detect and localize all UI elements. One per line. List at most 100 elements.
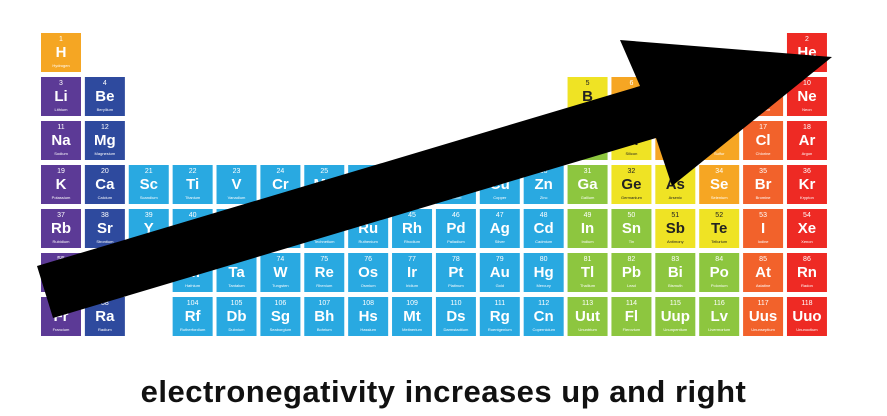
atomic-number: 38 (101, 212, 109, 219)
atomic-number: 36 (803, 168, 811, 175)
element-symbol: Db (227, 308, 247, 325)
element-cell (41, 121, 81, 160)
caption: electronegativity increases up and right (140, 374, 747, 409)
element-cell (611, 209, 652, 248)
element-name: Silver (495, 239, 506, 244)
atomic-number: 80 (540, 256, 548, 263)
element-name: Astatine (756, 283, 771, 288)
element-symbol: Mg (94, 132, 116, 149)
element-cell (567, 165, 608, 204)
element-cell (655, 209, 696, 248)
element-name: Osmium (361, 283, 377, 288)
element-symbol: Ag (490, 220, 510, 237)
element-cell (392, 209, 433, 248)
element-name: Rhodium (404, 239, 421, 244)
element-symbol: Pd (446, 220, 465, 237)
element-symbol: Br (755, 176, 772, 193)
element-symbol: Uus (749, 308, 777, 325)
atomic-number: 31 (584, 168, 592, 175)
element-name: Indium (582, 239, 595, 244)
element-cell (611, 297, 652, 336)
element-cell (348, 253, 389, 292)
element-name: Palladium (447, 239, 465, 244)
element-symbol: Mt (403, 308, 421, 325)
element-name: Gallium (581, 195, 595, 200)
element-cell (786, 297, 827, 336)
element-name: Ununtrium (578, 327, 597, 332)
atomic-number: 114 (626, 300, 637, 307)
element-name: Thallium (580, 283, 596, 288)
element-name: Sulfur (714, 151, 725, 156)
element-cell (84, 209, 125, 248)
element-cell (567, 253, 608, 292)
atomic-number: 111 (494, 300, 505, 307)
element-cell (41, 165, 81, 204)
atomic-number: 110 (450, 300, 461, 307)
element-symbol: Rn (797, 264, 817, 281)
element-symbol: In (581, 220, 594, 237)
element-cell (523, 297, 564, 336)
atomic-number: 83 (671, 256, 679, 263)
element-cell (304, 253, 345, 292)
element-name: Lead (627, 283, 636, 288)
element-symbol: Rh (402, 220, 422, 237)
atomic-number: 116 (714, 300, 725, 307)
element-symbol: Po (710, 264, 729, 281)
element-cell (435, 253, 476, 292)
atomic-number: 23 (233, 168, 241, 175)
element-cell (260, 253, 301, 292)
element-cell (392, 253, 433, 292)
element-symbol: Xe (798, 220, 816, 237)
element-symbol: Pb (622, 264, 641, 281)
element-symbol: Cd (534, 220, 554, 237)
element-name: Platinum (448, 283, 464, 288)
arrow-layer (37, 40, 832, 318)
atomic-number: 32 (628, 168, 636, 175)
element-name: Neon (802, 107, 812, 112)
atomic-number: 24 (277, 168, 285, 175)
element-cell (786, 253, 827, 292)
element-name: Potassium (52, 195, 71, 200)
atomic-number: 81 (584, 256, 592, 263)
arrow (37, 40, 832, 318)
atomic-number: 52 (715, 212, 723, 219)
element-name: Hassium (360, 327, 376, 332)
element-name: Dubnium (229, 327, 246, 332)
atomic-number: 12 (101, 124, 109, 131)
element-name: Strontium (96, 239, 114, 244)
element-name: Chlorine (756, 151, 772, 156)
element-cell (523, 253, 564, 292)
element-name: Silicon (626, 151, 638, 156)
element-symbol: Ge (621, 176, 641, 193)
element-symbol: Ra (95, 308, 115, 325)
element-symbol: Bi (668, 264, 683, 281)
atomic-number: 76 (364, 256, 372, 263)
atomic-number: 109 (406, 300, 418, 307)
element-cell (743, 297, 784, 336)
element-symbol: Na (51, 132, 71, 149)
element-name: Darmstadtium (443, 327, 469, 332)
element-symbol: Pt (448, 264, 463, 281)
atomic-number: 11 (57, 124, 64, 131)
element-symbol: Sg (271, 308, 290, 325)
atomic-number: 19 (57, 168, 65, 175)
element-name: Bohrium (317, 327, 333, 332)
element-cell (172, 297, 213, 336)
element-cell (743, 121, 784, 160)
atomic-number: 37 (57, 212, 65, 219)
element-cell (655, 253, 696, 292)
element-symbol: Sr (97, 220, 113, 237)
element-name: Iridium (406, 283, 419, 288)
element-name: Polonium (711, 283, 728, 288)
element-name: Mercury (536, 283, 550, 288)
element-symbol: W (273, 264, 288, 281)
atomic-number: 77 (408, 256, 416, 263)
atomic-number: 51 (671, 212, 679, 219)
element-cell (699, 165, 740, 204)
element-name: Flerovium (623, 327, 641, 332)
element-name: Calcium (98, 195, 113, 200)
element-symbol: Se (710, 176, 728, 193)
element-name: Hafnium (185, 283, 201, 288)
element-symbol: V (232, 176, 242, 193)
element-symbol: Sb (666, 220, 685, 237)
